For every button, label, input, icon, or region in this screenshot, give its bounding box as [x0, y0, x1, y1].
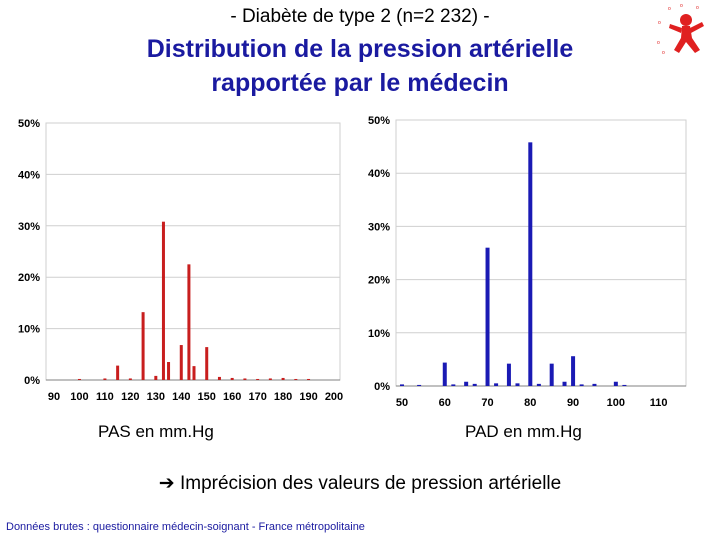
pad-y-tick-label: 10% [368, 328, 390, 340]
pad-bar [571, 356, 576, 386]
pad-x-tick-label: 50 [396, 397, 408, 408]
pas-bar [294, 378, 298, 380]
pad-bar [472, 383, 477, 386]
pad-bar [562, 381, 567, 386]
pad-bar [579, 384, 584, 386]
pas-x-tick-label: 90 [48, 391, 60, 403]
pas-x-tick-label: 130 [147, 391, 165, 403]
pas-bar [281, 377, 285, 380]
pas-bar [154, 375, 158, 380]
pad-axis-label: PAD en mm.Hg [465, 422, 582, 441]
pas-x-tick-label: 140 [172, 391, 190, 403]
pas-bar [268, 378, 272, 380]
pad-x-tick-label: 90 [567, 397, 579, 408]
pad-x-tick-label: 60 [439, 397, 451, 408]
conclusion-label: Imprécision des valeurs de pression arté… [179, 473, 562, 494]
pas-bar [187, 264, 191, 380]
pad-y-tick-label: 20% [368, 275, 390, 287]
page-subtitle: - Diabète de type 2 (n=2 232) - [230, 6, 490, 27]
pad-bar [592, 383, 597, 386]
conclusion-text: ➔ Imprécision des valeurs de pression ar… [0, 472, 720, 495]
pas-bar [243, 378, 247, 380]
pad-bar [451, 384, 456, 386]
pas-x-tick-label: 190 [299, 391, 317, 403]
pas-x-tick-label: 150 [198, 391, 216, 403]
footnote: Données brutes : questionnaire médecin-s… [6, 521, 365, 533]
pas-bar [217, 376, 221, 380]
pas-x-tick-label: 160 [223, 391, 241, 403]
pas-bar [307, 378, 311, 380]
pas-x-tick-label: 100 [70, 391, 88, 403]
pad-bar [515, 383, 520, 386]
svg-text:o: o [668, 6, 671, 12]
pas-chart: 0% 10% 20% 30% 40% 50% 90 100 110 120 130 140 150 160… [18, 118, 343, 403]
title-line-1: Distribution de la pression artérielle [146, 35, 574, 63]
pas-plot-frame [45, 122, 341, 381]
svg-text:o: o [680, 3, 683, 9]
pas-bar [77, 378, 81, 380]
pas-bar [103, 378, 107, 380]
pad-bar [485, 247, 490, 386]
pas-bar [141, 312, 145, 380]
pas-bar [179, 345, 183, 380]
svg-text:o: o [696, 5, 699, 11]
svg-text:o: o [658, 20, 661, 26]
svg-text:o: o [657, 40, 660, 46]
pas-x-tick-label: 110 [96, 391, 114, 403]
pad-plot-frame [395, 119, 687, 387]
pad-y-tick-label: 40% [368, 168, 390, 180]
pad-x-tick-label: 80 [524, 397, 536, 408]
pad-x-tick-label: 70 [481, 397, 493, 408]
pas-bar [256, 378, 260, 380]
pas-bar [205, 347, 209, 380]
pad-x-tick-label: 100 [607, 397, 625, 408]
pas-y-tick-label: 0% [24, 375, 40, 387]
pas-bar [116, 365, 120, 380]
pas-y-tick-label: 10% [18, 324, 40, 336]
title-line-2: rapportée par le médecin [211, 69, 509, 97]
pad-chart: 0% 10% 20% 30% 40% 50% 50 60 70 80 90 100 110 [368, 115, 687, 408]
pas-axis-label: PAS en mm.Hg [98, 422, 214, 441]
pas-bar [192, 366, 196, 380]
pas-bar [128, 378, 132, 380]
page-title: Distribution de la pression artérielle r… [0, 32, 720, 100]
arrow-right-icon: ➔ [158, 473, 175, 494]
pad-y-tick-label: 50% [368, 115, 390, 127]
svg-text:o: o [662, 50, 665, 56]
pas-y-tick-label: 30% [18, 221, 40, 233]
pad-bar [549, 363, 554, 386]
pad-bar [400, 384, 404, 386]
pas-x-tick-label: 180 [274, 391, 292, 403]
pas-bar [230, 377, 234, 380]
pad-bar [442, 362, 447, 386]
pas-x-tick-label: 120 [121, 391, 139, 403]
pad-bar [613, 381, 618, 386]
pad-bar [622, 384, 627, 386]
pas-bar [161, 221, 165, 380]
pad-y-tick-label: 30% [368, 221, 390, 233]
pas-x-tick-label: 200 [325, 391, 343, 403]
pad-bar [494, 383, 499, 386]
pas-bar [167, 362, 171, 380]
pas-y-tick-label: 20% [18, 272, 40, 284]
pad-y-tick-label: 0% [374, 381, 390, 393]
pad-bar [464, 381, 469, 386]
pad-bar [417, 384, 422, 386]
pad-bar [528, 142, 533, 386]
pad-bar [536, 383, 541, 386]
pas-y-tick-label: 40% [18, 169, 40, 181]
pad-bar [506, 363, 511, 386]
pas-x-tick-label: 170 [248, 391, 266, 403]
pad-x-tick-label: 110 [650, 397, 668, 408]
pas-y-tick-label: 50% [18, 118, 40, 130]
